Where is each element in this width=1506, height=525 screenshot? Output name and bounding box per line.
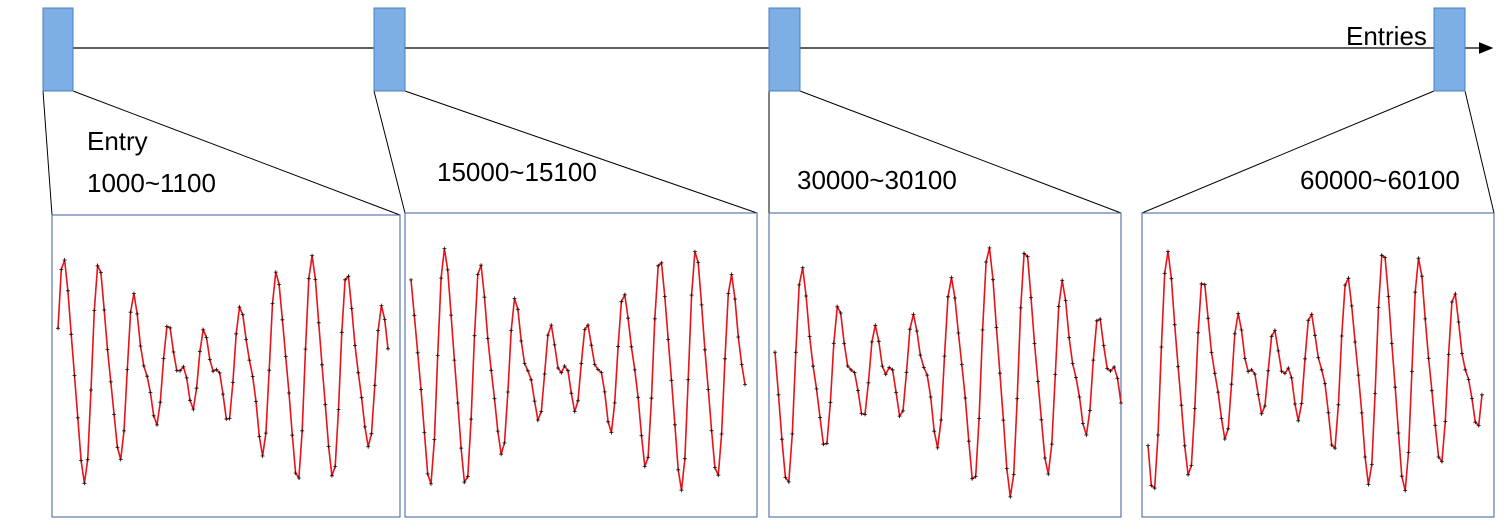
- entry-block: [373, 7, 406, 92]
- waveforms: [56, 245, 1484, 499]
- sample-markers: [773, 245, 1123, 499]
- sample-markers: [409, 246, 747, 493]
- entry-block: [1433, 7, 1466, 92]
- sample-markers: [56, 253, 390, 486]
- panel-frame: [768, 212, 1122, 518]
- panel-range: 15000~15100: [437, 157, 597, 187]
- entry-block: [768, 7, 801, 92]
- axis-label: Entries: [1346, 21, 1427, 51]
- sample-markers: [1146, 249, 1484, 493]
- panel-title: Entry: [87, 126, 148, 156]
- panel-range: 30000~30100: [797, 165, 957, 195]
- panel-range: 60000~60100: [1300, 165, 1460, 195]
- zoom-lines: [42, 90, 1495, 216]
- panel-frame: [51, 214, 401, 518]
- panel-range: 1000~1100: [87, 168, 216, 198]
- panel-frame: [1141, 212, 1495, 518]
- entry-block: [42, 7, 74, 92]
